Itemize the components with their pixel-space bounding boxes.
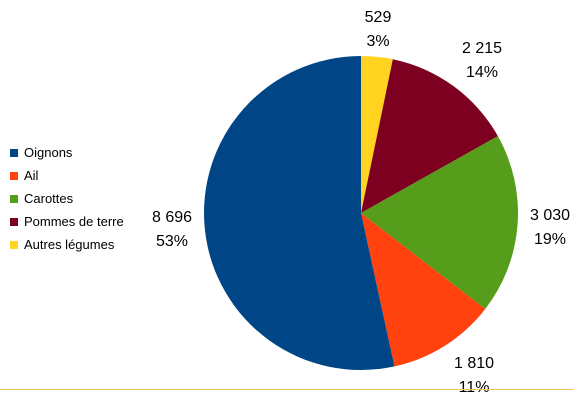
pie-slice-carottes	[361, 136, 519, 309]
slice-value-label: 2 215	[462, 40, 502, 57]
legend-label: Autres légumes	[24, 237, 115, 252]
slice-value-label: 3 030	[530, 207, 570, 224]
legend-item-autres-legumes: Autres légumes	[10, 233, 124, 256]
legend-label: Oignons	[24, 145, 73, 160]
slice-percent-label: 14%	[466, 64, 498, 81]
legend-swatch	[10, 240, 18, 249]
slice-value-label: 1 810	[454, 355, 494, 372]
pie-slices	[204, 55, 519, 370]
legend-item-ail: Ail	[10, 164, 124, 187]
legend-label: Pommes de terre	[24, 214, 124, 229]
slice-value-label: 8 696	[152, 209, 192, 226]
slice-percent-label: 3%	[366, 33, 389, 50]
legend-swatch	[10, 148, 18, 157]
slice-percent-label: 11%	[459, 379, 490, 394]
slice-value-label: 529	[365, 9, 392, 26]
pie-data-labels: 529 3% 2 215 14% 3 030 19% 1 810 11% 8 696 53%	[152, 9, 570, 394]
legend-item-carottes: Carottes	[10, 187, 124, 210]
pie-slice-oignons	[204, 56, 395, 370]
pie-slice-autres-l-gumes	[361, 55, 393, 213]
legend-swatch	[10, 194, 18, 203]
legend-swatch	[10, 171, 18, 180]
slice-percent-label: 19%	[534, 231, 566, 248]
legend-label: Ail	[24, 168, 39, 183]
slice-percent-label: 53%	[156, 233, 188, 250]
legend-label: Carottes	[24, 191, 74, 206]
bottom-divider	[0, 389, 573, 390]
legend-swatch	[10, 217, 18, 226]
pie-slice-pommes-de-terre	[361, 59, 498, 214]
pie-slice-ail	[361, 213, 486, 367]
legend-item-oignons: Oignons	[10, 141, 124, 164]
legend: Oignons Ail Carottes Pommes de terre Aut…	[10, 141, 124, 256]
legend-item-pommes-de-terre: Pommes de terre	[10, 210, 124, 233]
